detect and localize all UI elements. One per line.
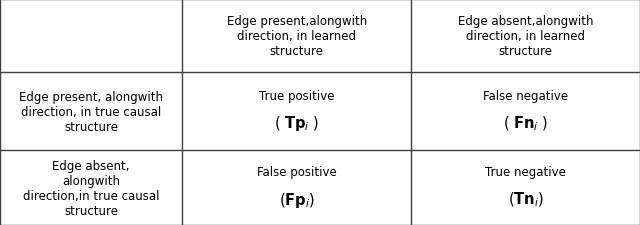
Text: True negative: True negative — [485, 166, 566, 179]
Text: False positive: False positive — [257, 166, 337, 179]
Text: True positive: True positive — [259, 90, 335, 103]
Text: False negative: False negative — [483, 90, 568, 103]
Text: Edge present,alongwith
direction, in learned
structure: Edge present,alongwith direction, in lea… — [227, 15, 367, 58]
Text: Edge absent,alongwith
direction, in learned
structure: Edge absent,alongwith direction, in lear… — [458, 15, 593, 58]
Text: ( $\mathbf{Fn}_{i}$ ): ( $\mathbf{Fn}_{i}$ ) — [503, 114, 548, 132]
Text: ($\mathbf{Fp}_{i}$): ($\mathbf{Fp}_{i}$) — [279, 190, 315, 209]
Text: ( $\mathbf{Tp}_{i}$ ): ( $\mathbf{Tp}_{i}$ ) — [274, 114, 319, 133]
Text: Edge present, alongwith
direction, in true causal
structure: Edge present, alongwith direction, in tr… — [19, 90, 163, 133]
Text: Edge absent,
alongwith
direction,in true causal
structure: Edge absent, alongwith direction,in true… — [23, 159, 159, 217]
Text: ($\mathbf{Tn}_{i}$): ($\mathbf{Tn}_{i}$) — [508, 190, 543, 208]
